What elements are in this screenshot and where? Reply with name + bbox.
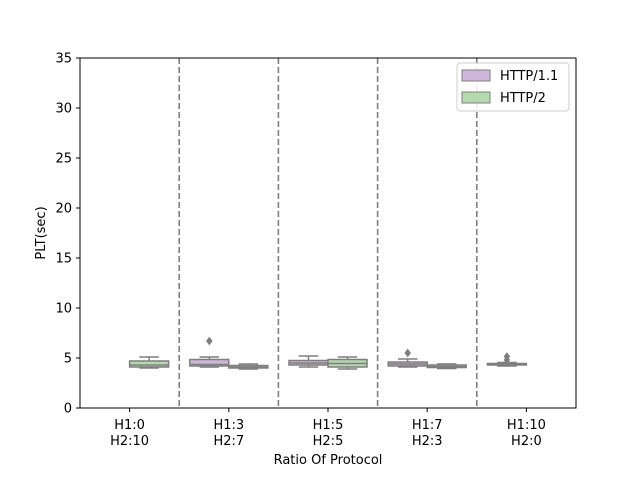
legend-swatch xyxy=(461,91,491,104)
legend-swatch xyxy=(461,69,491,82)
x-tick-label-line2: H2:3 xyxy=(412,434,443,449)
outlier-point xyxy=(206,336,213,346)
x-axis-label: Ratio Of Protocol xyxy=(274,453,383,468)
group-separators xyxy=(178,58,478,408)
box-http-2 xyxy=(426,363,467,370)
outlier-point xyxy=(503,352,511,361)
x-tick-label-line1: H1:7 xyxy=(412,418,443,433)
box-iqr xyxy=(189,358,230,367)
box-http-2 xyxy=(327,356,368,370)
x-tick-label-line2: H2:7 xyxy=(213,434,244,449)
x-tick-label-line1: H1:0 xyxy=(114,418,145,433)
x-tick-label-line1: H1:5 xyxy=(313,418,344,433)
x-tick-label-line2: H2:5 xyxy=(313,434,344,449)
legend-label: HTTP/1.1 xyxy=(500,69,558,84)
x-tick-label-line1: H1:3 xyxy=(213,418,244,433)
y-tick-label: 20 xyxy=(55,202,72,217)
y-axis-label: PLT(sec) xyxy=(34,206,49,259)
y-tick-label: 25 xyxy=(55,152,72,167)
x-tick-label-line1: H1:10 xyxy=(507,418,546,433)
box-iqr xyxy=(128,360,170,368)
y-tick-label: 10 xyxy=(55,302,72,317)
outlier-point xyxy=(404,348,411,358)
box-http-2 xyxy=(128,356,170,369)
y-tick-label: 5 xyxy=(64,352,72,367)
y-tick-label: 0 xyxy=(64,402,72,417)
box-http-2 xyxy=(228,363,269,370)
legend: HTTP/1.1 HTTP/2 xyxy=(456,62,570,112)
box-http-1-1 xyxy=(189,336,230,368)
box-http-1-1 xyxy=(288,355,329,368)
y-tick-label: 30 xyxy=(55,102,72,117)
legend-label: HTTP/2 xyxy=(500,91,546,106)
box-plot-series xyxy=(128,336,528,370)
y-tick-label: 15 xyxy=(55,252,72,267)
x-tick-label-line2: H2:10 xyxy=(110,434,149,449)
box-http-1-1 xyxy=(486,352,528,367)
y-axis: 0 5 10 15 20 25 30 35 xyxy=(55,52,80,417)
x-tick-label-line2: H2:0 xyxy=(511,434,542,449)
box-http-1-1 xyxy=(387,348,428,368)
x-axis: H1:0H2:10 H1:3H2:7 H1:5H2:5 H1:7H2:3 H1:10H2… xyxy=(110,408,546,449)
y-tick-label: 35 xyxy=(55,52,72,67)
